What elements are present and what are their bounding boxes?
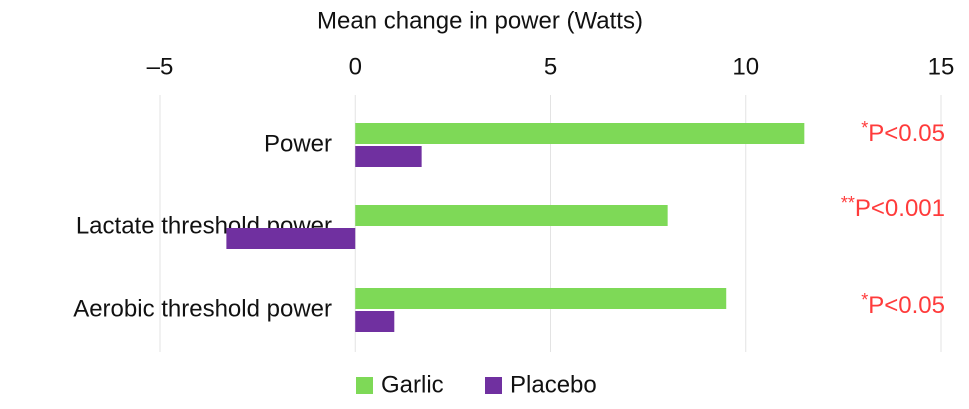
annotation-marker: *: [861, 118, 868, 138]
bar: [355, 123, 805, 144]
x-tick-label: 0: [349, 53, 362, 80]
bar: [355, 205, 668, 226]
bar: [355, 311, 395, 332]
bar: [355, 146, 422, 167]
annotation-text: P<0.001: [855, 195, 945, 222]
legend-swatch: [485, 377, 502, 394]
y-tick-label: Power: [264, 130, 332, 157]
x-tick-label: –5: [147, 53, 174, 80]
annotation: *P<0.05: [861, 290, 945, 320]
annotation-marker: *: [861, 290, 868, 310]
legend-label: Placebo: [510, 371, 597, 398]
annotation-marker: **: [841, 193, 855, 213]
y-tick-label: Aerobic threshold power: [73, 295, 332, 322]
x-tick-label: 15: [928, 53, 955, 80]
annotation-text: P<0.05: [868, 120, 945, 147]
bar: [355, 288, 727, 309]
legend-swatch: [356, 377, 373, 394]
annotation: *P<0.05: [861, 118, 945, 148]
x-tick-label: 10: [732, 53, 759, 80]
annotation: **P<0.001: [841, 193, 945, 223]
chart-title: Mean change in power (Watts): [317, 7, 643, 34]
legend-label: Garlic: [381, 371, 444, 398]
x-tick-label: 5: [544, 53, 557, 80]
bar: [226, 228, 356, 249]
annotation-text: P<0.05: [868, 292, 945, 319]
